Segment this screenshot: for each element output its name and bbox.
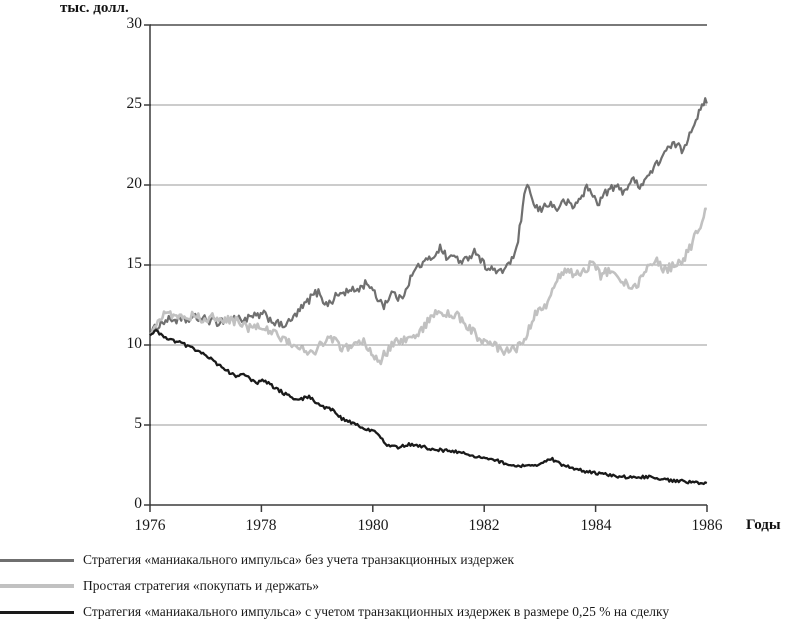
y-tick-label: 0 — [134, 495, 142, 512]
y-tick-label: 15 — [126, 255, 143, 272]
legend-line-sample-black — [0, 610, 74, 614]
y-axis-title: тыс. долл. — [60, 0, 129, 16]
y-tick-label: 30 — [126, 15, 143, 32]
legend-label: Стратегия «маниакального импульса» с уче… — [83, 604, 670, 619]
series-line-0 — [149, 97, 708, 336]
chart-plot — [144, 24, 708, 512]
x-tick-label: 1982 — [468, 517, 500, 534]
legend-line-sample-light-gray — [0, 584, 74, 588]
series-line-1 — [149, 207, 707, 366]
y-tick-label: 5 — [134, 415, 142, 432]
x-tick-label: 1980 — [357, 517, 389, 534]
legend-item: Стратегия «маниакального импульса» с уче… — [0, 599, 790, 622]
chart-legend: Стратегия «маниакального импульса» без у… — [0, 547, 790, 622]
x-tick-label: 1978 — [245, 517, 277, 534]
x-tick-label: 1984 — [580, 517, 612, 534]
x-axis-title: Годы — [746, 517, 781, 533]
legend-label: Стратегия «маниакального импульса» без у… — [83, 552, 515, 567]
legend-item: Простая стратегия «покупать и держать» — [0, 573, 790, 599]
y-tick-label: 20 — [126, 175, 143, 192]
series-line-2 — [149, 329, 708, 486]
legend-line-sample-dark-gray — [0, 558, 74, 562]
y-tick-label: 25 — [126, 95, 143, 112]
x-tick-label: 1986 — [691, 517, 723, 534]
legend-item: Стратегия «маниакального импульса» без у… — [0, 547, 790, 573]
legend-label: Простая стратегия «покупать и держать» — [83, 578, 320, 593]
x-tick-label: 1976 — [134, 517, 166, 534]
y-tick-label: 10 — [126, 335, 143, 352]
